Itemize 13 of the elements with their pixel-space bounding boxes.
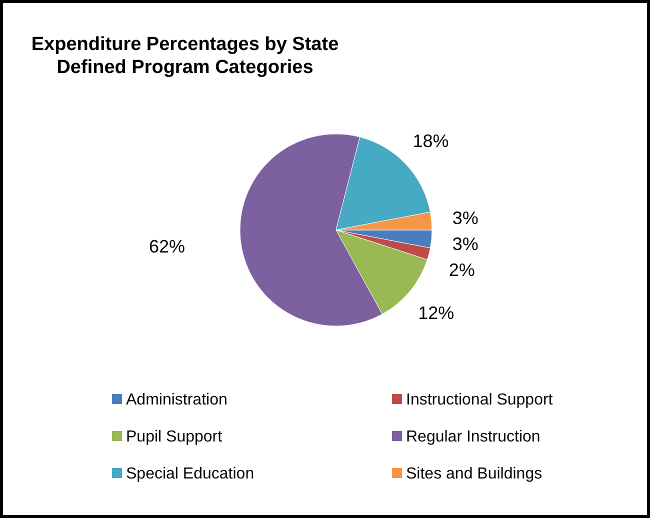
- data-label: 2%: [448, 260, 475, 280]
- legend-label: Sites and Buildings: [406, 466, 542, 482]
- chart-title: Expenditure Percentages by State Defined Program Categories: [31, 34, 339, 78]
- legend-label: Special Education: [126, 466, 254, 482]
- legend-label: Instructional Support: [406, 392, 554, 408]
- data-label: 62%: [149, 236, 186, 256]
- data-label: 3%: [452, 234, 478, 254]
- legend-label: Regular Instruction: [406, 428, 540, 446]
- legend-label: Pupil Support: [126, 428, 223, 446]
- legend-label: Administration: [126, 392, 228, 408]
- data-label: 18%: [412, 131, 449, 152]
- data-label: 12%: [418, 302, 454, 323]
- data-label: 3%: [452, 208, 478, 228]
